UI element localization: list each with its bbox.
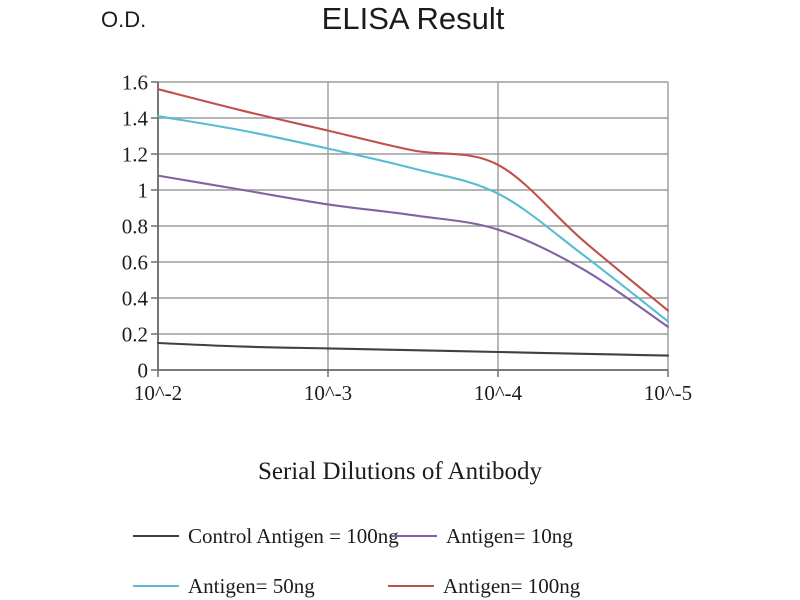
y-tick-label: 1.4 <box>122 107 149 131</box>
legend-line-swatch-10ng <box>391 535 437 537</box>
legend-item-control-antigen-100ng: Control Antigen = 100ng <box>133 524 399 548</box>
legend-label-10ng: Antigen= 10ng <box>446 523 573 548</box>
x-tick-label: 10^-5 <box>644 381 692 405</box>
y-axis-unit-label: O.D. <box>101 7 147 32</box>
series-line-control-antigen-100ng <box>156 341 670 357</box>
chart-title: ELISA Result <box>321 1 505 36</box>
series-line-antigen-10ng <box>156 174 670 328</box>
legend-item-antigen-10ng: Antigen= 10ng <box>391 524 573 548</box>
legend-line-swatch-50ng <box>133 585 179 587</box>
y-tick-label: 0.4 <box>122 287 149 311</box>
x-axis-title: Serial Dilutions of Antibody <box>257 458 543 485</box>
y-tick-label: 0.2 <box>122 323 148 347</box>
y-tick-label: 0 <box>138 359 149 383</box>
legend-line-swatch-100ng <box>388 585 434 587</box>
series-line-antigen-50ng <box>156 115 670 323</box>
legend-item-antigen-50ng: Antigen= 50ng <box>133 574 315 598</box>
legend-label-control: Control Antigen = 100ng <box>188 523 399 548</box>
legend-item-antigen-100ng: Antigen= 100ng <box>388 574 580 598</box>
legend-label-100ng: Antigen= 100ng <box>443 573 581 598</box>
y-tick-label: 1.6 <box>122 71 148 95</box>
y-tick-label: 1 <box>138 179 149 203</box>
y-tick-label: 0.8 <box>122 215 148 239</box>
y-tick-label: 1.2 <box>122 143 148 167</box>
x-tick-label: 10^-3 <box>304 381 352 405</box>
series-line-antigen-100ng <box>156 88 670 312</box>
y-tick-label: 0.6 <box>122 251 148 275</box>
x-tick-label: 10^-2 <box>134 381 182 405</box>
x-tick-label: 10^-4 <box>474 381 523 405</box>
legend-line-swatch-control <box>133 535 179 537</box>
legend-label-50ng: Antigen= 50ng <box>188 573 315 598</box>
